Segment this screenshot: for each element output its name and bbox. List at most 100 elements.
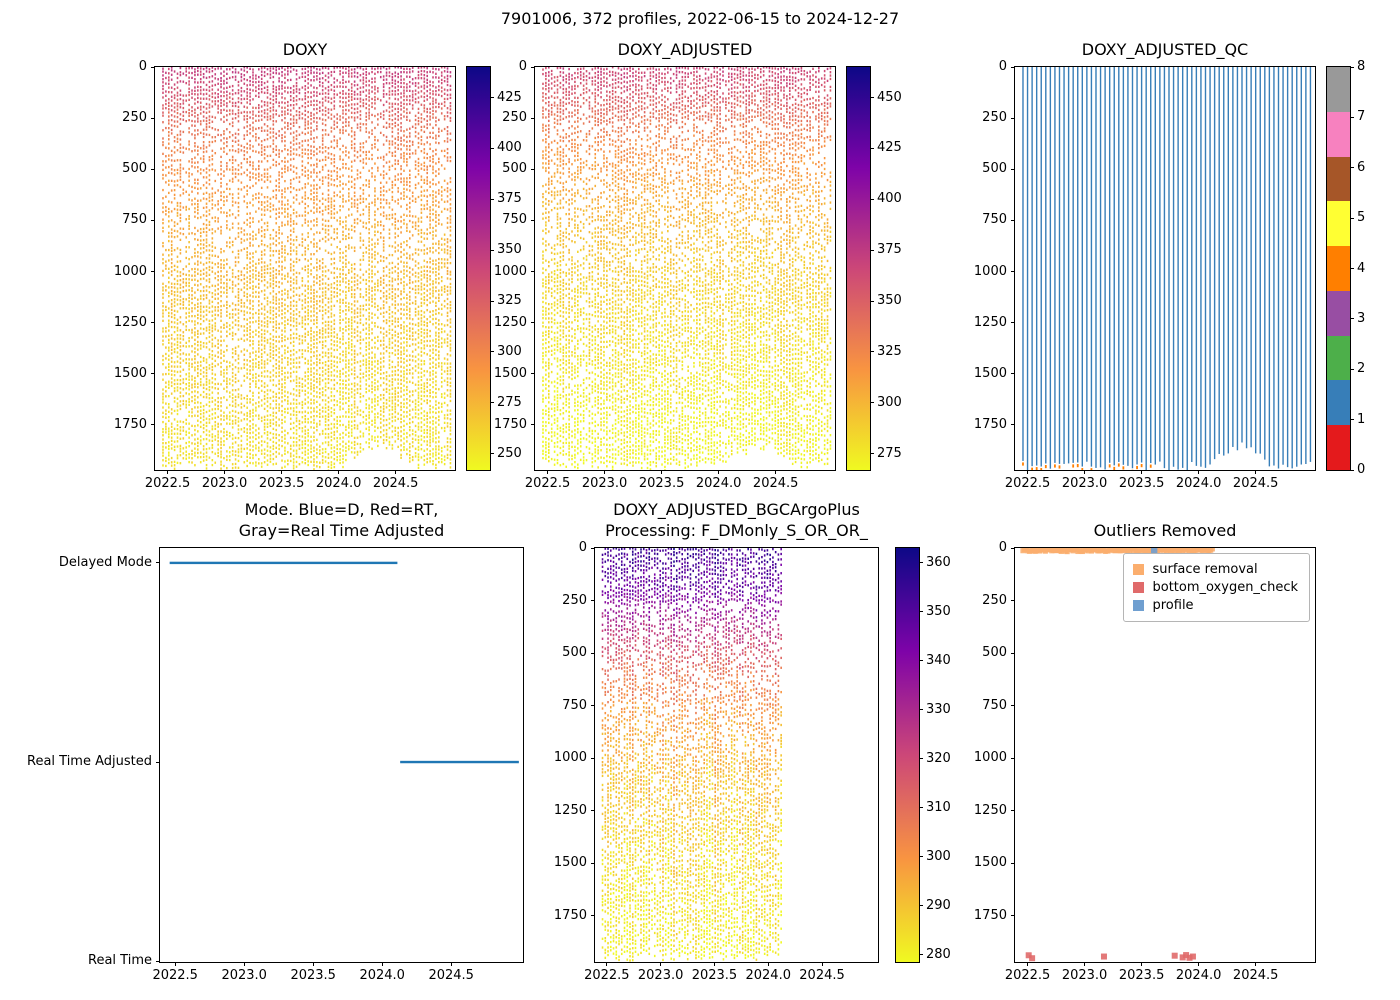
colorbar-band [1327, 201, 1350, 247]
x-tick-label: 2023.0 [221, 968, 267, 983]
colorbar-tick-mark [919, 807, 923, 809]
y-tick-mark [156, 761, 160, 763]
y-tick-mark [531, 322, 535, 324]
y-tick-label: 250 [982, 110, 1007, 126]
colorbar-tick-label: 350 [877, 293, 902, 309]
panel-doxy: DOXY 2022.5 2023.0 2023.5 2024.0 2024.5 0 250 5… [114, 40, 456, 491]
y-tick-mark [156, 960, 160, 962]
x-tick-mark [661, 470, 663, 474]
y-tick-mark [531, 219, 535, 221]
category-tick-label: Delayed Mode [58, 554, 152, 570]
x-tick-label: 2024.5 [1232, 476, 1279, 491]
panel-doxy-adjusted-bgcargoplus: DOXY_ADJUSTED_BGCArgoPlus Processing: F_… [554, 500, 879, 983]
x-tick-label: 2022.5 [1004, 968, 1051, 983]
colorbar-tick-mark [1350, 66, 1354, 68]
legend-item: profile [1133, 598, 1298, 613]
colorbar-tick-label: 4 [1357, 260, 1366, 276]
y-tick-mark [591, 862, 595, 864]
colorbar-tick-label: 350 [926, 603, 951, 619]
y-tick-label: 1000 [113, 263, 147, 279]
colorbar-band [1327, 67, 1350, 112]
colorbar-tick-label: 400 [877, 191, 902, 207]
x-tick-mark [243, 962, 245, 966]
x-tick-mark [1198, 962, 1200, 966]
colorbar-tick-label: 300 [497, 343, 522, 359]
legend-item: surface removal [1133, 562, 1298, 577]
panel-doxy-adjusted-title: DOXY_ADJUSTED [617, 40, 753, 60]
x-tick-mark [312, 962, 314, 966]
x-tick-mark [338, 470, 340, 474]
x-tick-label: 2022.5 [524, 476, 571, 491]
colorbar-tick-mark [870, 147, 874, 149]
panel-outliers-removed: Outliers Removed 2022.5 2023.0 2023.5 2024.… [974, 521, 1316, 983]
y-tick-mark [1011, 862, 1015, 864]
colorbar-tick-mark [1350, 268, 1354, 269]
y-tick-label: 1750 [493, 416, 527, 432]
colorbar-tick-mark [919, 905, 923, 907]
x-tick-label: 2023.5 [691, 968, 738, 983]
colorbar-tick-mark [919, 660, 923, 662]
x-tick-mark [167, 470, 169, 474]
colorbar-tick-label: 325 [497, 293, 522, 309]
y-tick-label: 0 [518, 59, 527, 74]
category-tick-label: Real Time Adjusted [27, 754, 152, 770]
panel-mode: Mode. Blue=D, Red=RT, Gray=Real Time Adj… [27, 500, 524, 983]
colorbar: 275 300 325 350 375 400 425 450 [846, 66, 902, 471]
y-tick-mark [1011, 652, 1015, 654]
y-tick-mark [151, 271, 155, 273]
colorbar-tick-mark [870, 453, 874, 455]
y-tick-label: 1000 [493, 263, 527, 279]
mode-plot-canvas [160, 548, 523, 962]
x-tick-mark [281, 470, 283, 474]
colorbar-tick-mark [490, 198, 494, 200]
panel-outliers-removed-title: Outliers Removed [1093, 521, 1237, 541]
colorbar-tick-label: 280 [926, 946, 951, 962]
colorbar-tick-label: 340 [926, 652, 951, 668]
y-tick-label: 1500 [493, 365, 527, 381]
legend-label: profile [1152, 598, 1194, 613]
y-tick-mark [1011, 117, 1015, 119]
y-tick-label: 500 [502, 161, 527, 177]
colorbar-tick-label: 325 [877, 343, 902, 359]
colorbar-tick-label: 275 [877, 445, 902, 461]
colorbar-tick-mark [490, 249, 494, 251]
colorbar: 0 1 2 3 4 5 6 7 8 [1326, 59, 1365, 477]
bottom-oxygen-check-swatch [1133, 582, 1145, 593]
y-tick-label: 1250 [493, 314, 527, 330]
colorbar-tick-mark [870, 402, 874, 404]
x-tick-label: 2022.5 [152, 968, 198, 983]
x-tick-label: 2022.5 [144, 476, 191, 491]
x-tick-mark [450, 962, 452, 966]
colorbar-tick-mark [870, 249, 874, 251]
colorbar-tick-mark [919, 709, 923, 711]
x-tick-mark [1084, 962, 1086, 966]
colorbar-tick-label: 375 [497, 191, 522, 207]
y-tick-label: 1750 [113, 416, 147, 432]
colorbar-band [1327, 425, 1350, 471]
colorbar-tick-label: 3 [1357, 310, 1366, 326]
y-tick-mark [1011, 219, 1015, 221]
colorbar-band [1327, 246, 1350, 291]
x-tick-mark [547, 470, 549, 474]
x-tick-label: 2023.5 [1118, 968, 1165, 983]
x-tick-label: 2023.0 [1061, 968, 1108, 983]
y-tick-label: 1000 [973, 263, 1007, 279]
y-tick-label: 1750 [553, 907, 587, 923]
x-tick-mark [395, 470, 397, 474]
x-tick-mark [1255, 962, 1257, 966]
colorbar-tick-label: 5 [1357, 210, 1366, 226]
panel-doxy-adjusted-qc: DOXY_ADJUSTED_QC 2022.5 2023.0 2023.5 2024.… [974, 40, 1316, 491]
y-tick-label: 500 [562, 645, 587, 661]
colorbar-tick-label: 275 [497, 394, 522, 410]
y-tick-label: 750 [982, 697, 1007, 713]
y-tick-mark [1011, 424, 1015, 426]
y-tick-mark [531, 424, 535, 426]
colorbar-tick-mark [1350, 116, 1354, 118]
x-tick-mark [1084, 470, 1086, 474]
y-tick-label: 1750 [973, 416, 1007, 432]
y-tick-mark [591, 810, 595, 812]
x-tick-label: 2022.5 [584, 968, 630, 983]
x-tick-label: 2024.5 [372, 476, 419, 491]
y-tick-mark [156, 562, 160, 564]
